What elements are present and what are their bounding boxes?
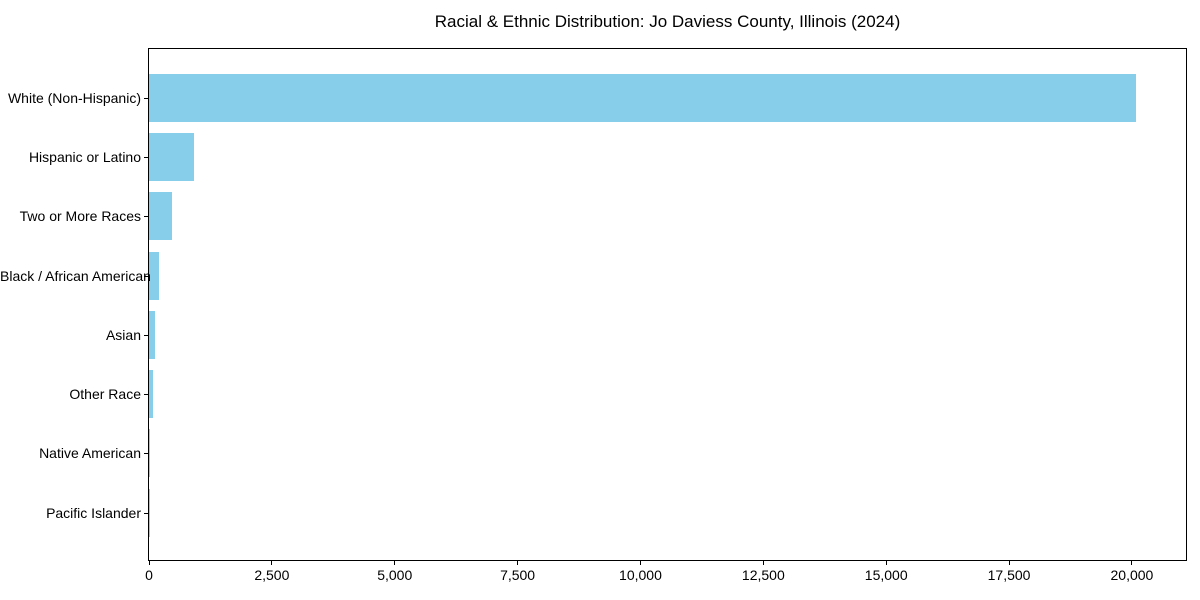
y-tick-label: White (Non-Hispanic)	[7, 89, 141, 106]
x-tick	[394, 561, 396, 565]
y-tick	[144, 512, 148, 514]
x-tick	[1131, 561, 1133, 565]
x-tick	[148, 561, 150, 565]
y-tick	[144, 453, 148, 455]
y-tick	[144, 97, 148, 99]
y-tick-label: Black / African American	[0, 267, 151, 284]
y-tick	[144, 275, 148, 277]
bar	[149, 132, 194, 181]
x-tick	[639, 561, 641, 565]
x-tick-label: 10,000	[619, 567, 662, 583]
y-tick-label: Native American	[39, 445, 141, 462]
x-tick-label: 5,000	[377, 567, 413, 583]
bar	[149, 310, 155, 359]
y-tick-label: Two or More Races	[19, 208, 141, 225]
x-tick-label: 17,500	[987, 567, 1031, 583]
x-tick-label: 20,000	[1110, 567, 1154, 583]
y-tick-label: Asian	[105, 326, 141, 343]
bar	[149, 192, 173, 241]
bar	[149, 370, 153, 419]
x-tick-label: 0	[145, 567, 153, 583]
x-tick	[1008, 561, 1010, 565]
y-tick	[144, 216, 148, 218]
plot-area	[148, 48, 1187, 561]
x-tick	[762, 561, 764, 565]
x-tick	[271, 561, 273, 565]
bar	[149, 251, 159, 300]
x-tick-label: 15,000	[864, 567, 908, 583]
x-tick-label: 2,500	[254, 567, 290, 583]
y-tick-label: Other Race	[69, 386, 141, 403]
bar	[149, 429, 151, 478]
chart-title: Racial & Ethnic Distribution: Jo Daviess…	[434, 12, 901, 31]
x-tick	[517, 561, 519, 565]
y-tick-label: Pacific Islander	[46, 504, 141, 521]
x-tick	[885, 561, 887, 565]
x-tick-label: 7,500	[500, 567, 536, 583]
y-tick-label: Hispanic or Latino	[28, 148, 141, 165]
x-tick-label: 12,500	[741, 567, 785, 583]
y-tick	[144, 156, 148, 158]
bar	[149, 73, 1137, 122]
y-tick	[144, 394, 148, 396]
y-tick	[144, 334, 148, 336]
